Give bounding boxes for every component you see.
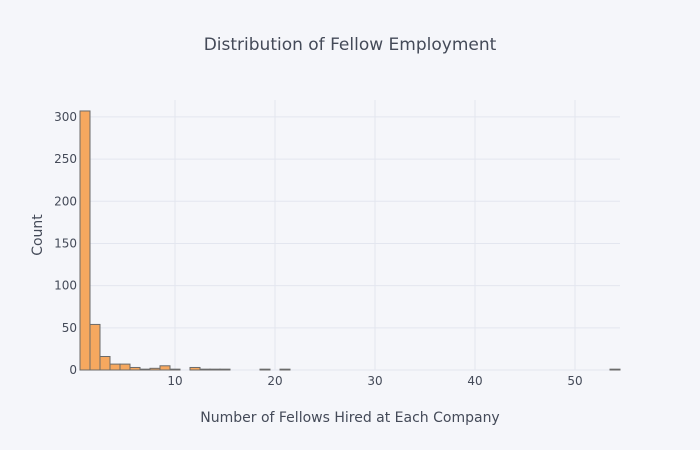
- y-tick-label: 50: [62, 321, 77, 335]
- histogram-bar: [219, 368, 231, 371]
- y-tick-labels: 0 50 100 150 200 250 300: [54, 110, 77, 377]
- histogram-bar: [129, 366, 141, 371]
- histogram-bar: [199, 368, 211, 371]
- y-tick-label: 250: [54, 152, 77, 166]
- y-tick-label: 100: [54, 279, 77, 293]
- x-tick-label: 20: [267, 374, 282, 388]
- y-tick-label: 150: [54, 236, 77, 250]
- histogram-bar: [119, 363, 131, 371]
- histogram-bar: [609, 368, 621, 371]
- chart-title: Distribution of Fellow Employment: [204, 35, 497, 55]
- histogram-bar: [189, 366, 201, 371]
- x-tick-label: 50: [567, 374, 582, 388]
- y-tick-label: 200: [54, 194, 77, 208]
- histogram-bar: [109, 363, 121, 371]
- histogram-bar: [159, 365, 171, 371]
- x-tick-label: 30: [367, 374, 382, 388]
- histogram-bar: [169, 368, 181, 371]
- histogram-bar: [139, 368, 151, 371]
- histogram-bar: [99, 356, 111, 371]
- x-tick-labels: 10 20 30 40 50: [167, 374, 582, 388]
- histogram-bar: [279, 368, 291, 371]
- y-axis-label: Count: [30, 214, 46, 256]
- grid-layer: [80, 100, 620, 371]
- histogram-bar: [89, 323, 101, 371]
- histogram-bar: [149, 367, 161, 371]
- bar-layer: [79, 110, 621, 371]
- y-tick-label: 300: [54, 110, 77, 124]
- x-axis-label: Number of Fellows Hired at Each Company: [200, 410, 499, 426]
- histogram-bar: [259, 368, 271, 371]
- histogram-bar: [209, 368, 221, 371]
- histogram-bar: [79, 110, 91, 371]
- x-tick-label: 10: [167, 374, 182, 388]
- x-tick-label: 40: [467, 374, 482, 388]
- y-tick-label: 0: [69, 363, 77, 377]
